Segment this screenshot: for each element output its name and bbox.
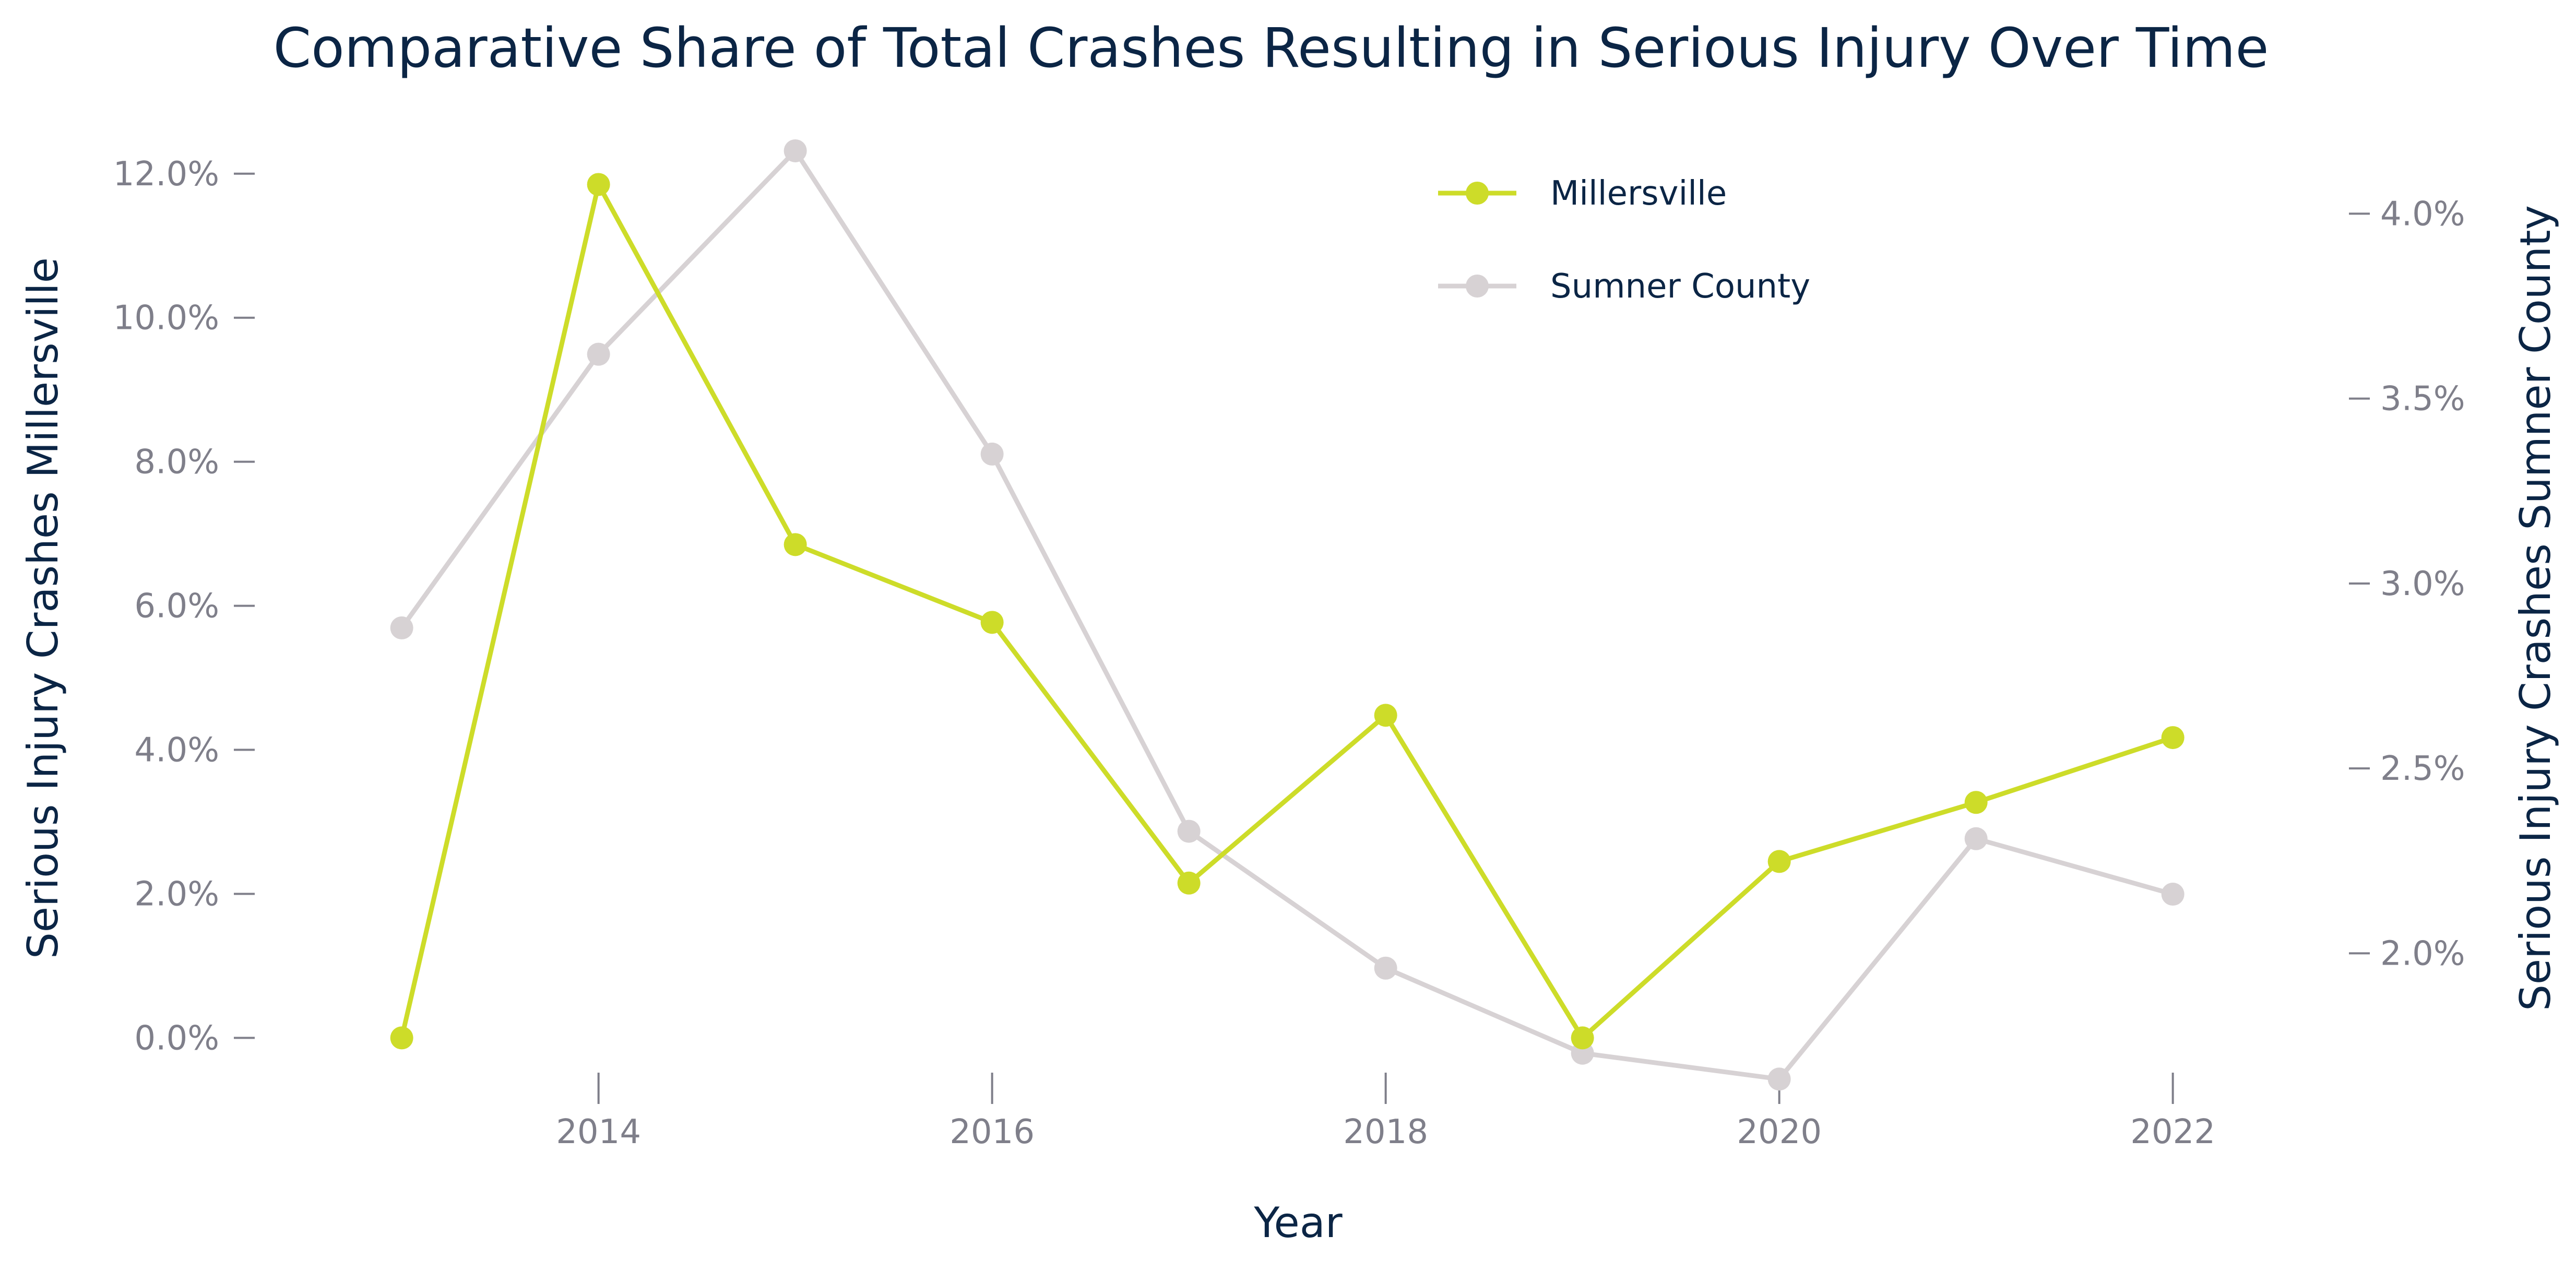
millersville-point <box>390 1026 413 1050</box>
millersville-point <box>2161 726 2185 750</box>
millersville-point <box>1571 1026 1594 1050</box>
chart-title: Comparative Share of Total Crashes Resul… <box>274 16 2269 80</box>
left-y-tick-label: 0.0% <box>134 1019 219 1058</box>
x-axis-title: Year <box>1253 1198 1342 1247</box>
millersville-point <box>1964 791 1988 814</box>
sumner-county-point <box>1374 956 1397 980</box>
series-layer <box>390 139 2185 1091</box>
sumner-county-point <box>1767 1067 1791 1091</box>
right-y-tick-label: 2.0% <box>2380 934 2465 973</box>
sumner-county-point <box>784 139 807 162</box>
sumner-county-point <box>1964 827 1988 850</box>
legend-millersville-label: Millersville <box>1550 174 1727 213</box>
right-y-tick-label: 3.0% <box>2380 565 2465 603</box>
right-y-tick-label: 4.0% <box>2380 195 2465 233</box>
left-y-tick-label: 2.0% <box>134 875 219 913</box>
sumner-county-point <box>2161 883 2185 906</box>
legend: Millersville Sumner County <box>1438 174 1810 306</box>
x-tick-label: 2018 <box>1343 1113 1428 1151</box>
millersville-point <box>980 611 1004 634</box>
millersville-point <box>784 533 807 556</box>
left-y-axis: 0.0% 2.0% 4.0% 6.0% 8.0% 10.0% 12.0% <box>113 155 255 1058</box>
right-y-axis-title: Serious Injury Crashes Sumner County <box>2511 205 2560 1011</box>
left-y-tick-label: 12.0% <box>113 155 219 194</box>
sumner-county-point <box>587 342 610 366</box>
x-tick-label: 2014 <box>556 1113 641 1151</box>
x-tick-label: 2020 <box>1737 1113 1822 1151</box>
x-axis: 2014 2016 2018 2020 2022 <box>556 1073 2215 1151</box>
sumner-county-point <box>390 616 413 639</box>
millersville-point <box>1177 871 1201 895</box>
legend-sumner-county-label: Sumner County <box>1550 267 1810 306</box>
left-y-tick-label: 10.0% <box>113 299 219 338</box>
left-y-tick-label: 8.0% <box>134 443 219 482</box>
legend-sumner-county-marker <box>1466 275 1489 298</box>
left-y-tick-label: 6.0% <box>134 587 219 626</box>
right-y-tick-label: 3.5% <box>2380 380 2465 419</box>
left-y-tick-label: 4.0% <box>134 731 219 770</box>
sumner-county-point <box>980 442 1004 466</box>
millersville-line <box>399 182 2174 1040</box>
sumner-county-point <box>1177 819 1201 843</box>
right-y-axis: 2.0% 2.5% 3.0% 3.5% 4.0% <box>2349 195 2465 973</box>
sumner-county-line <box>399 148 2174 1082</box>
millersville-point <box>587 173 610 196</box>
millersville-point <box>1374 704 1397 727</box>
x-tick-label: 2016 <box>949 1113 1035 1151</box>
left-y-axis-title: Serious Injury Crashes Millersville <box>19 257 67 959</box>
millersville-point <box>1767 850 1791 873</box>
x-tick-label: 2022 <box>2130 1113 2215 1151</box>
legend-millersville-marker <box>1466 182 1489 205</box>
right-y-tick-label: 2.5% <box>2380 750 2465 788</box>
